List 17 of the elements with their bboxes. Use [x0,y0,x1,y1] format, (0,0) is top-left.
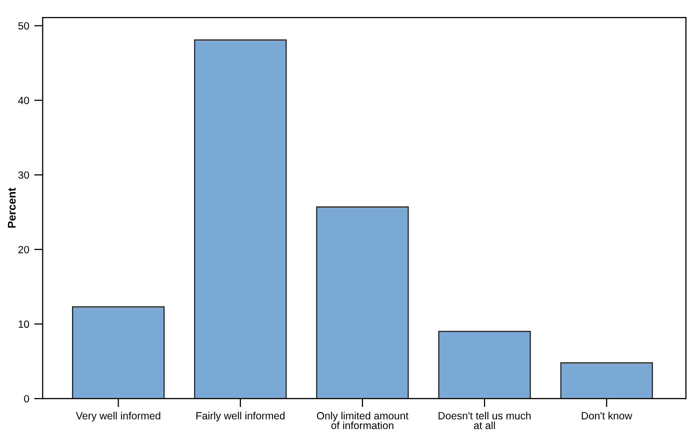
x-tick-label: Fairly well informed [196,412,285,422]
y-axis-title: Percent [8,188,16,228]
x-tick-label: Don't know [582,412,632,420]
y-tick-label: 0 [24,395,30,402]
x-tick-label: Very well informed [76,412,160,422]
bar [194,39,287,399]
y-tick-label: 50 [18,22,30,30]
x-tick-label: Only limited amount of information [316,412,408,430]
bar [438,330,531,399]
y-tick-label: 40 [18,96,30,104]
x-tick-label: Doesn't tell us much at all [438,412,531,430]
bar [72,306,165,399]
bar [560,362,653,399]
y-tick-label: 10 [18,320,30,328]
y-tick-label: 20 [18,246,30,254]
bar [316,206,409,399]
y-tick-label: 30 [18,171,30,179]
